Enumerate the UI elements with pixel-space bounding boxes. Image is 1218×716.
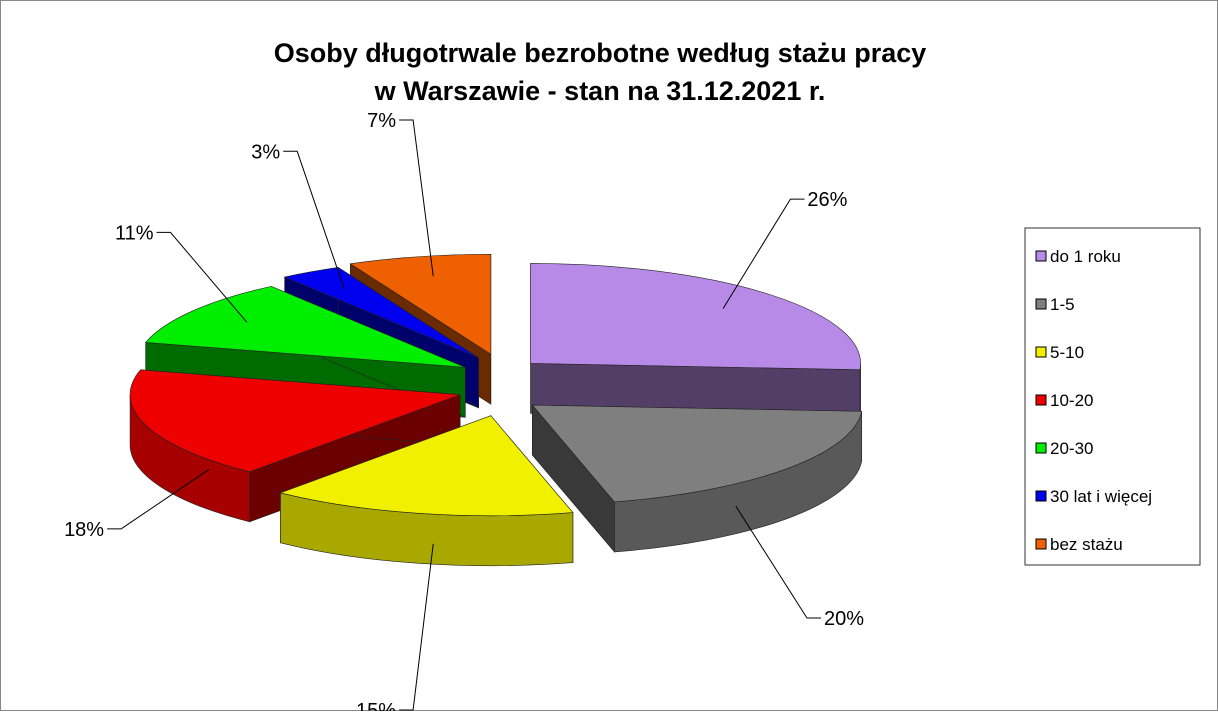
leader-line bbox=[399, 119, 434, 277]
slice-top bbox=[530, 263, 861, 371]
leader-line bbox=[107, 469, 210, 530]
data-label: 7% bbox=[367, 110, 396, 132]
data-label: 20% bbox=[824, 608, 864, 630]
leader-line bbox=[399, 543, 434, 711]
legend-swatch bbox=[1035, 490, 1047, 502]
legend-label: do 1 roku bbox=[1050, 247, 1121, 266]
slice-top bbox=[283, 267, 479, 359]
slice-top bbox=[349, 253, 492, 355]
legend-swatch bbox=[1035, 250, 1047, 262]
leader-line bbox=[283, 150, 345, 290]
legend-label: 10-20 bbox=[1050, 391, 1093, 410]
legend-label: bez stażu bbox=[1050, 535, 1123, 554]
legend-swatch bbox=[1035, 298, 1047, 310]
legend-label: 30 lat i więcej bbox=[1050, 487, 1152, 506]
slice-top bbox=[279, 415, 574, 517]
data-label: 26% bbox=[807, 189, 847, 211]
slice-top bbox=[145, 286, 466, 368]
chart-title: Osoby długotrwale bezrobotne według staż… bbox=[274, 38, 927, 68]
legend-label: 5-10 bbox=[1050, 343, 1084, 362]
leader-line bbox=[722, 198, 805, 309]
chart-title: w Warszawie - stan na 31.12.2021 r. bbox=[374, 76, 826, 106]
legend-box bbox=[1024, 227, 1201, 566]
legend-label: 20-30 bbox=[1050, 439, 1093, 458]
leader-line bbox=[735, 505, 821, 619]
legend-swatch bbox=[1035, 346, 1047, 358]
slice-top bbox=[531, 404, 863, 503]
slice-top bbox=[129, 369, 461, 473]
data-label: 11% bbox=[115, 222, 154, 244]
legend-swatch bbox=[1035, 442, 1047, 454]
data-label: 3% bbox=[251, 141, 280, 163]
slice bbox=[279, 414, 574, 567]
legend-swatch bbox=[1035, 394, 1047, 406]
data-label: 18% bbox=[64, 519, 104, 541]
slice bbox=[530, 263, 861, 421]
leader-line bbox=[156, 231, 248, 323]
slice bbox=[531, 404, 863, 553]
data-label: 15% bbox=[356, 700, 396, 711]
legend-label: 1-5 bbox=[1050, 295, 1075, 314]
legend-swatch bbox=[1035, 538, 1047, 550]
